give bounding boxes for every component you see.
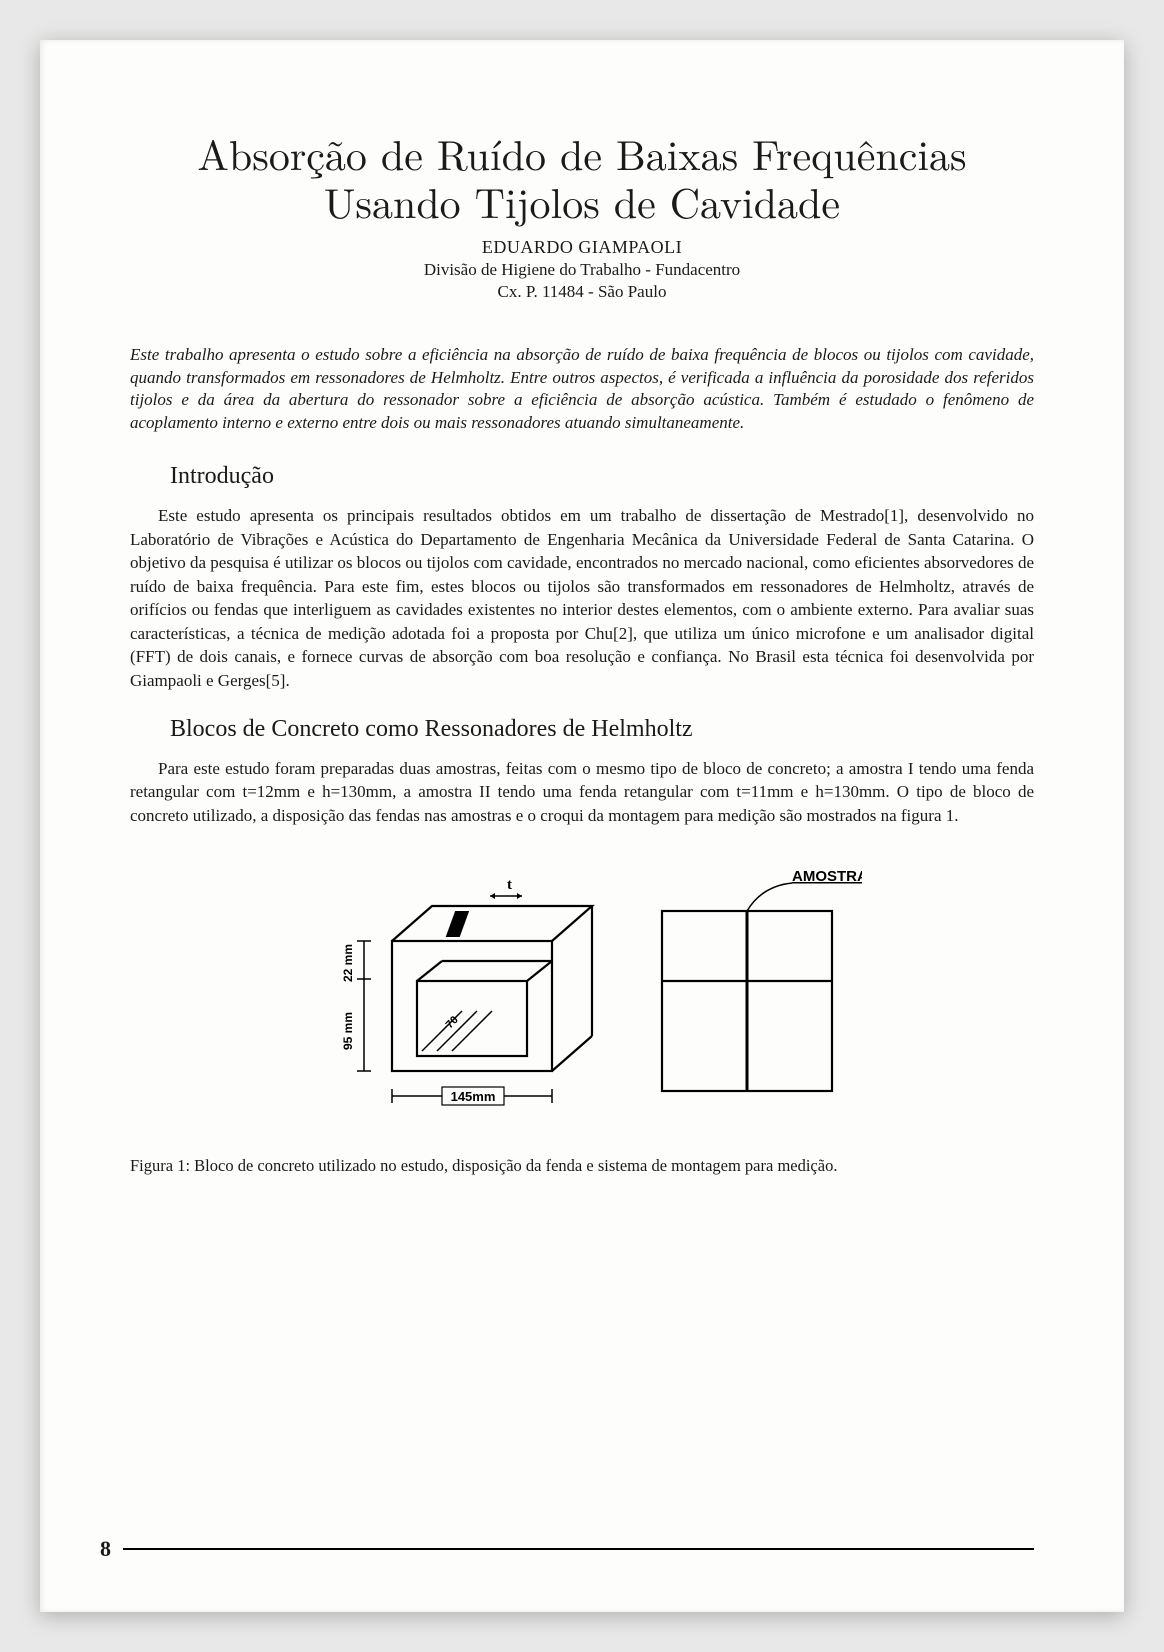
blocks-paragraph: Para este estudo foram preparadas duas a… (130, 757, 1034, 827)
abstract-text: Este trabalho apresenta o estudo sobre a… (130, 344, 1034, 436)
author-name: EDUARDO GIAMPAOLI (130, 237, 1034, 258)
section-heading-intro: Introdução (170, 463, 1034, 490)
page-number: 8 (100, 1536, 111, 1562)
page: Absorção de Ruído de Baixas Frequências … (40, 40, 1124, 1612)
figure-1-diagram: t 145mm 95 mm 22 mm 70 AMOSTRA (302, 851, 862, 1121)
figure-1: t 145mm 95 mm 22 mm 70 AMOSTRA (130, 851, 1034, 1126)
fig1-label-amostra: AMOSTRA (792, 868, 862, 885)
author-affiliation-1: Divisão de Higiene do Trabalho - Fundace… (130, 260, 1034, 280)
fig1-label-inner: 70 (444, 1014, 461, 1031)
fig1-label-h95: 95 mm (341, 1012, 355, 1050)
fig1-label-width: 145mm (451, 1089, 496, 1104)
fig1-label-h22: 22 mm (341, 944, 355, 982)
figure-1-caption: Figura 1: Bloco de concreto utilizado no… (130, 1156, 1034, 1176)
intro-paragraph: Este estudo apresenta os principais resu… (130, 504, 1034, 692)
section-heading-blocks: Blocos de Concreto como Ressonadores de … (170, 716, 1034, 743)
page-footer: 8 (100, 1536, 1034, 1562)
author-affiliation-2: Cx. P. 11484 - São Paulo (130, 282, 1034, 302)
footer-rule (123, 1548, 1034, 1550)
fig1-label-t: t (507, 877, 512, 893)
article-title: Absorção de Ruído de Baixas Frequências … (130, 130, 1034, 227)
